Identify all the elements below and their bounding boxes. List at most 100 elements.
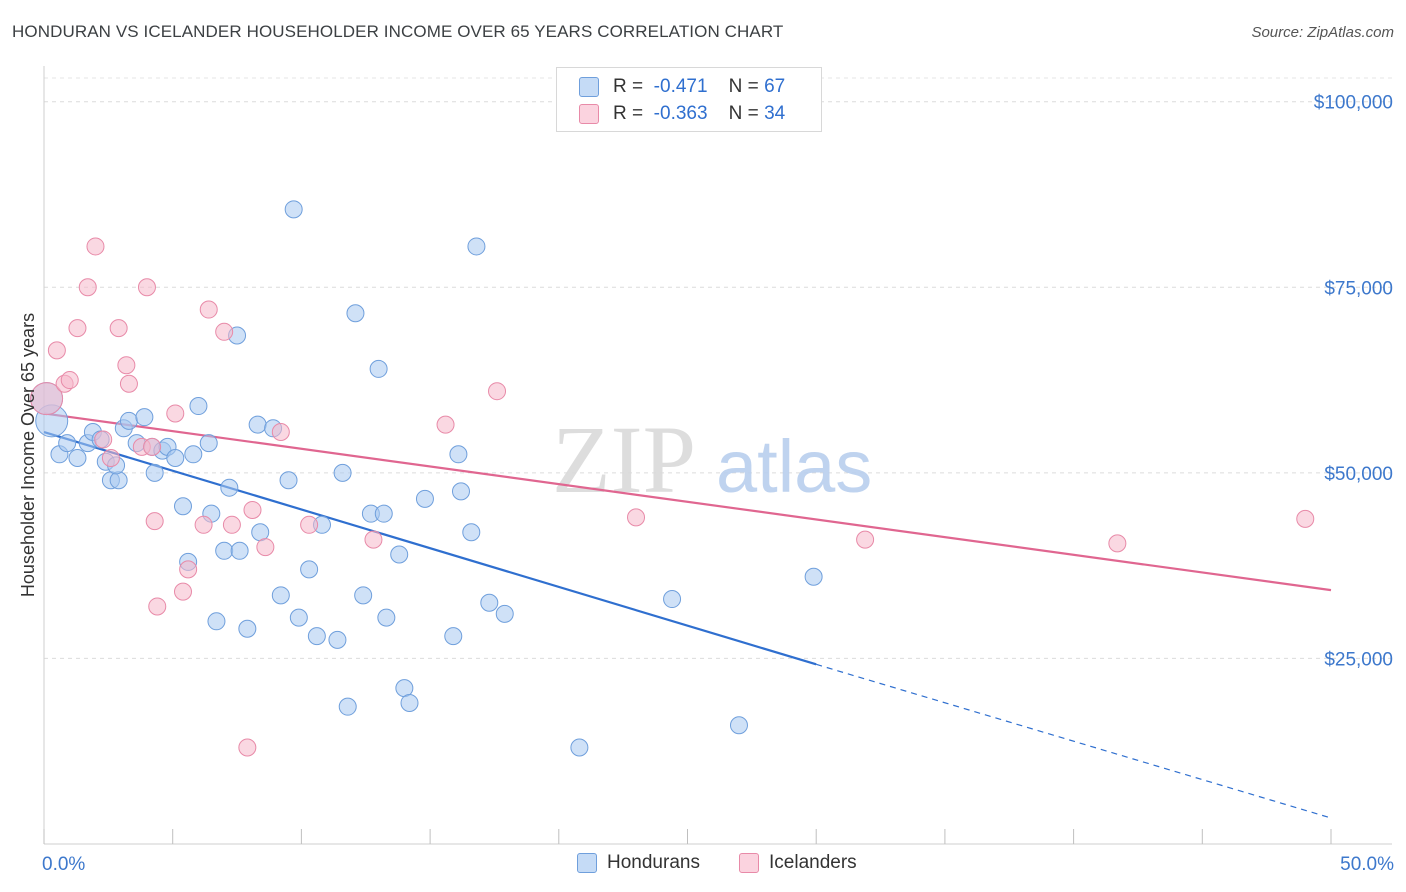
data-point [415, 489, 434, 508]
legend-n-value: 34 [764, 103, 786, 124]
data-point [137, 278, 156, 297]
data-point [300, 515, 319, 534]
trend-line-extension [816, 663, 1332, 819]
y-tick-label: $50,000 [1324, 464, 1393, 485]
data-point [346, 304, 365, 323]
data-point [243, 500, 262, 519]
data-point [462, 523, 481, 542]
data-point [663, 590, 682, 609]
legend-n-label: N = [728, 103, 759, 124]
y-tick-label: $25,000 [1324, 649, 1393, 670]
data-point [333, 463, 352, 482]
data-point [68, 319, 87, 338]
data-point [58, 434, 77, 453]
data-point [570, 738, 589, 757]
data-point [145, 463, 164, 482]
data-point [173, 497, 192, 516]
x-tick-label: 0.0% [42, 854, 85, 875]
data-point [86, 237, 105, 256]
data-point [145, 512, 164, 531]
data-point [374, 504, 393, 523]
watermark-zip: ZIP [552, 406, 696, 513]
data-point [117, 356, 136, 375]
data-point [238, 619, 257, 638]
data-point [220, 478, 239, 497]
data-points [30, 200, 1315, 757]
data-point [289, 608, 308, 627]
data-point [194, 515, 213, 534]
data-point [328, 630, 347, 649]
data-point [354, 586, 373, 605]
data-point [47, 341, 66, 360]
y-tick-label: $100,000 [1314, 93, 1393, 114]
trend-line-hondurans [43, 430, 817, 666]
legend-n-label: N = [728, 76, 759, 97]
data-point [451, 482, 470, 501]
legend-r-value: -0.471 [653, 76, 708, 97]
data-point [284, 200, 303, 219]
trend-lines [43, 412, 1332, 819]
chart-title: HONDURAN VS ICELANDER HOUSEHOLDER INCOME… [12, 22, 784, 41]
data-point [338, 697, 357, 716]
x-tick-label: 50.0% [1340, 854, 1394, 875]
axes [43, 66, 1392, 845]
data-point [119, 374, 138, 393]
bottom-legend-icelanders: Icelanders [739, 852, 857, 874]
data-point [222, 515, 241, 534]
data-point [78, 278, 97, 297]
y-tick-label: $75,000 [1324, 278, 1393, 299]
source-label: Source: ZipAtlas.com [1251, 24, 1394, 41]
legend-swatch-icelanders [739, 853, 759, 873]
data-point [166, 449, 185, 467]
data-point [173, 582, 192, 601]
data-point [179, 560, 198, 579]
data-point [248, 415, 267, 434]
data-point [199, 434, 218, 453]
legend-swatch-hondurans [577, 853, 597, 873]
data-point [143, 437, 162, 456]
data-point [377, 608, 396, 627]
legend-label-hondurans: Hondurans [607, 852, 700, 873]
data-point [856, 530, 875, 549]
legend-n-value: 67 [764, 76, 786, 97]
legend-row-icelanders: R = -0.363 N = 34 [579, 102, 785, 126]
data-point [729, 716, 748, 735]
watermark-atlas: atlas [716, 425, 872, 508]
data-point [119, 411, 138, 430]
tick-labels: $25,000 $50,000 $75,000 $100,000 0.0% 50.0% [42, 93, 1394, 875]
data-point [804, 567, 823, 586]
legend-label-icelanders: Icelanders [769, 852, 857, 873]
data-point [495, 604, 514, 623]
data-point [449, 445, 468, 464]
data-point [271, 423, 290, 442]
data-point [1296, 509, 1315, 528]
data-point [60, 371, 79, 390]
data-point [627, 508, 646, 527]
data-point [369, 359, 388, 378]
data-point [199, 300, 218, 319]
data-point [230, 541, 249, 560]
data-point [207, 612, 226, 631]
data-point [444, 627, 463, 646]
data-point [184, 445, 203, 464]
data-point [101, 449, 120, 467]
legend-r-label: R = [613, 103, 644, 124]
data-point [215, 322, 234, 341]
legend-swatch-hondurans [579, 77, 599, 97]
legend-r-label: R = [613, 76, 644, 97]
data-point [390, 545, 409, 564]
data-point [488, 382, 507, 401]
bottom-legend-hondurans: Hondurans [577, 852, 700, 874]
data-point [109, 471, 128, 490]
data-point [189, 397, 208, 416]
data-point [166, 404, 185, 423]
data-point [256, 538, 275, 557]
data-point [68, 449, 87, 467]
data-point [480, 593, 499, 612]
data-point [271, 586, 290, 605]
data-point [94, 430, 113, 449]
watermark: ZIP atlas [552, 406, 872, 513]
data-point [400, 693, 419, 712]
data-point [467, 237, 486, 256]
